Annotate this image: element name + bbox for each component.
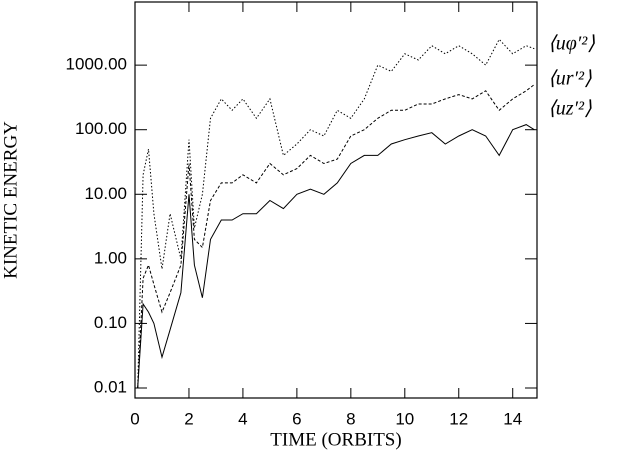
- y-tick-label: 100.00: [75, 119, 127, 138]
- x-tick-label: 12: [449, 409, 468, 428]
- legend-label: ⟨uφ′²⟩: [548, 33, 595, 55]
- y-tick-label: 0.01: [94, 377, 127, 396]
- y-axis-title: KINETIC ENERGY: [0, 121, 21, 279]
- series-line: [137, 38, 535, 389]
- plot-frame: [134, 1, 538, 399]
- x-tick-label: 4: [238, 409, 247, 428]
- y-tick-label: 1.00: [94, 248, 127, 267]
- x-tick-label: 14: [503, 409, 522, 428]
- x-tick-label: 2: [184, 409, 193, 428]
- x-axis-title: TIME (ORBITS): [270, 429, 401, 450]
- series-line: [137, 124, 535, 389]
- series-line: [137, 84, 535, 389]
- y-tick-label: 10.00: [84, 184, 127, 203]
- x-tick-label: 0: [130, 409, 139, 428]
- y-tick-label: 0.10: [94, 313, 127, 332]
- legend-label: ⟨uz′²⟩: [548, 98, 592, 120]
- y-tick-label: 1000.00: [66, 55, 127, 74]
- x-tick-label: 6: [292, 409, 301, 428]
- x-tick-label: 10: [395, 409, 414, 428]
- legend-label: ⟨ur′²⟩: [548, 68, 592, 90]
- x-tick-label: 8: [346, 409, 355, 428]
